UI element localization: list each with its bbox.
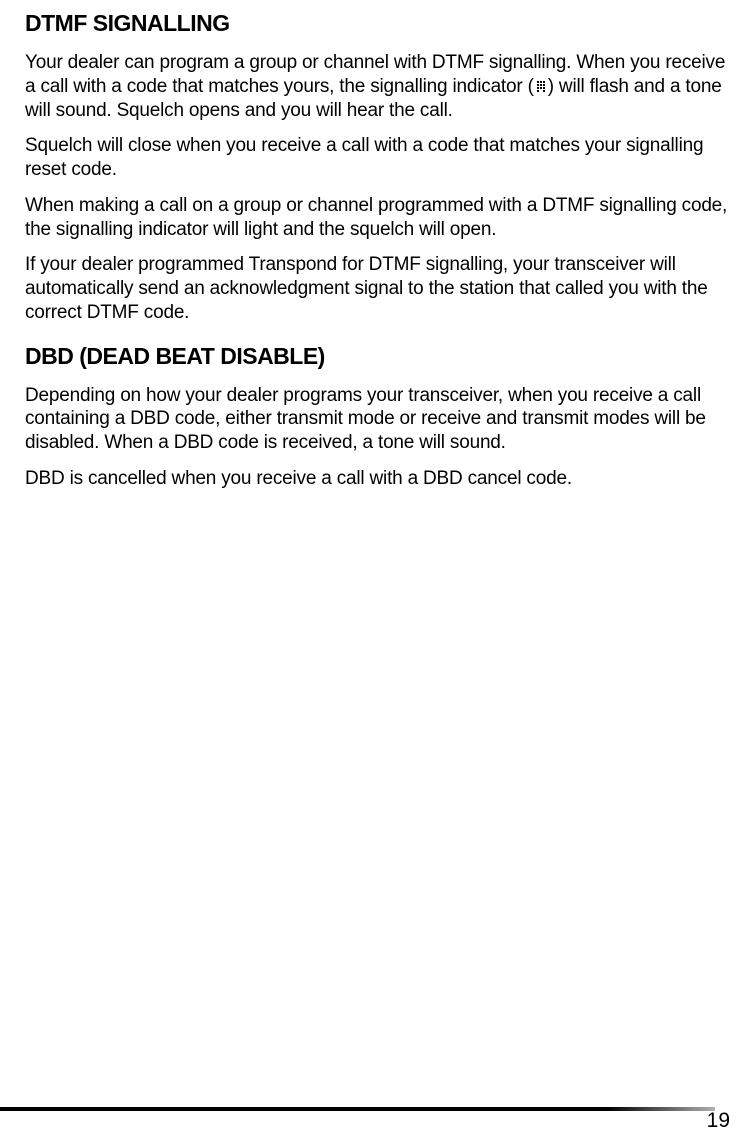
- paragraph-dbd-1: Depending on how your dealer programs yo…: [25, 384, 730, 455]
- footer-bar: [0, 1107, 715, 1111]
- heading-dbd: DBD (DEAD BEAT DISABLE): [25, 343, 730, 370]
- page-content: DTMF SIGNALLING Your dealer can program …: [25, 10, 730, 491]
- footer: 19: [0, 1093, 730, 1113]
- heading-dtmf: DTMF SIGNALLING: [25, 10, 730, 37]
- page-number: 19: [707, 1109, 730, 1133]
- paragraph-dtmf-2: Squelch will close when you receive a ca…: [25, 134, 730, 182]
- paragraph-dtmf-1: Your dealer can program a group or chann…: [25, 51, 730, 122]
- paragraph-dbd-2: DBD is cancelled when you receive a call…: [25, 467, 730, 491]
- paragraph-dtmf-3: When making a call on a group or channel…: [25, 194, 730, 242]
- signalling-indicator-icon: [534, 81, 548, 93]
- paragraph-dtmf-4: If your dealer programmed Transpond for …: [25, 253, 730, 324]
